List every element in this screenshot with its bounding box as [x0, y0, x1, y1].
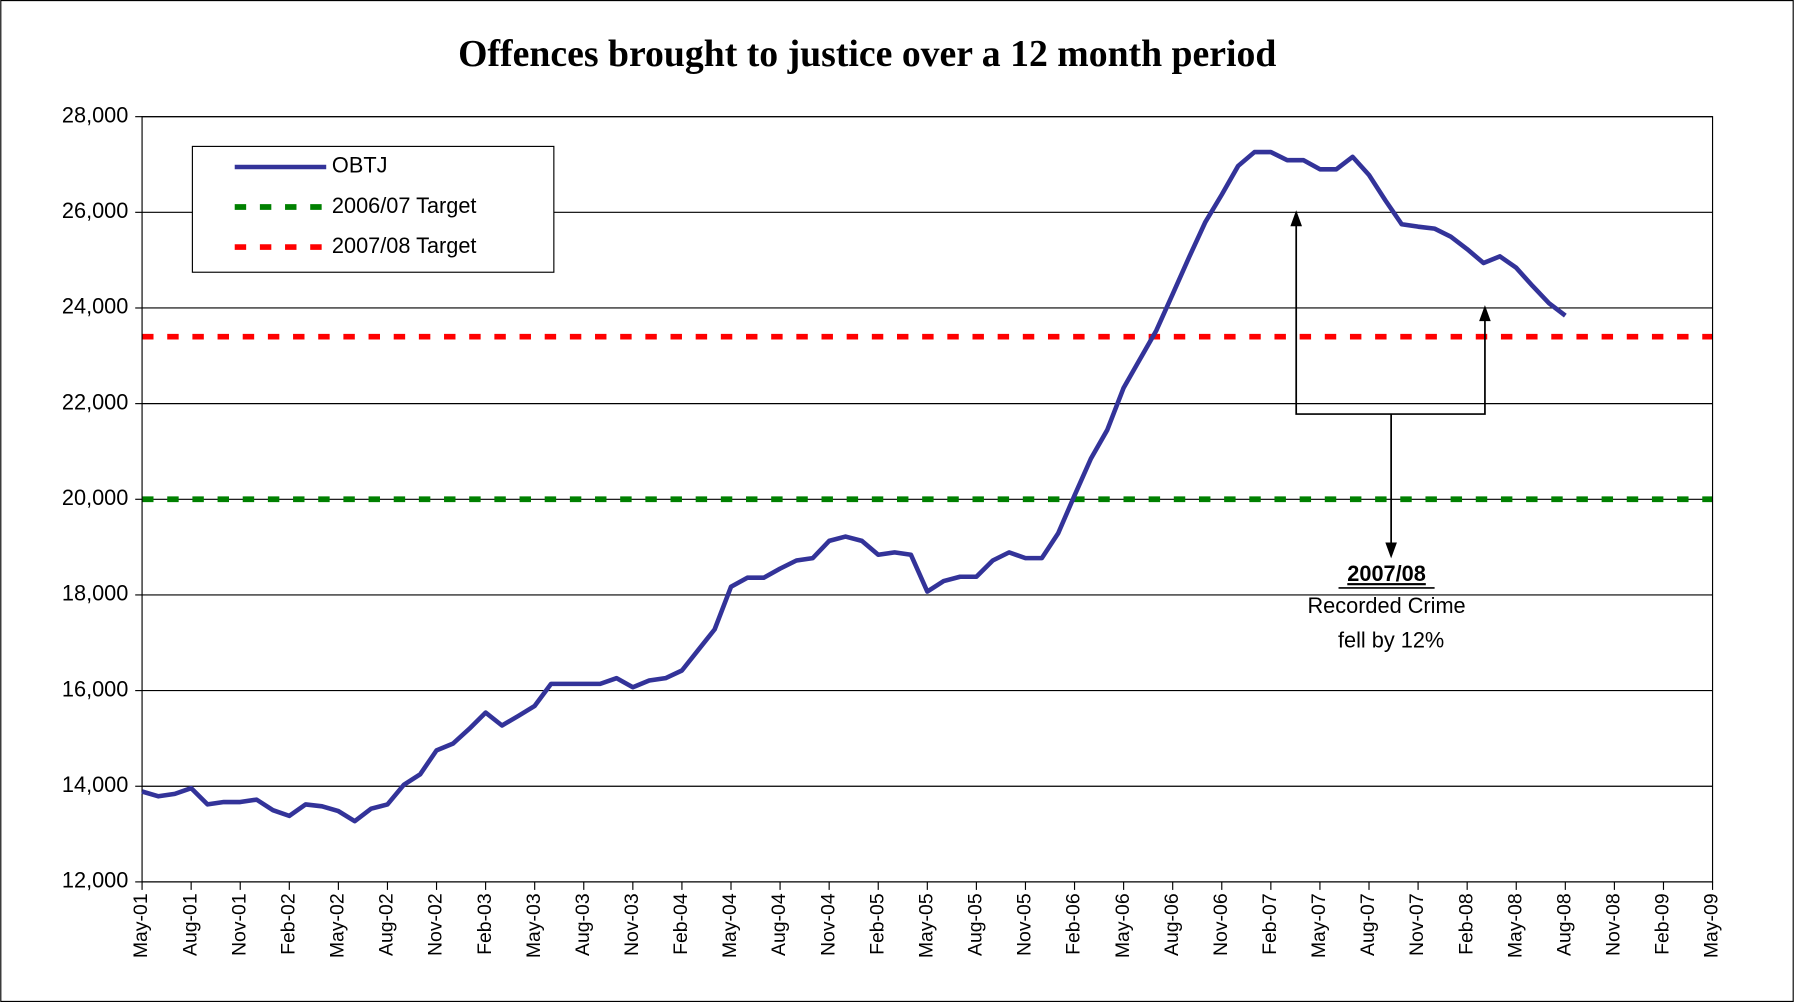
y-tick-label: 18,000 — [62, 581, 128, 606]
y-tick-label: 24,000 — [62, 294, 128, 319]
x-tick-label: Feb-04 — [670, 893, 692, 955]
x-tick-label: Aug-03 — [572, 893, 594, 956]
x-tick-label: Nov-04 — [817, 893, 839, 956]
x-tick-label: Aug-04 — [768, 893, 790, 956]
legend-label: 2007/08 Target — [332, 233, 477, 258]
x-tick-label: May-09 — [1701, 893, 1723, 958]
x-tick-label: Feb-03 — [474, 893, 496, 955]
plot-frame — [141, 116, 1714, 883]
x-tick-label: Feb-05 — [866, 893, 888, 955]
annotation-title: 2007/08 — [1347, 561, 1426, 586]
y-tick-label: 14,000 — [62, 772, 128, 797]
chart-title: Offences brought to justice over a 12 mo… — [458, 33, 1276, 75]
y-tick-label: 26,000 — [62, 198, 128, 223]
x-tick-label: Nov-02 — [425, 893, 447, 956]
legend-label: OBTJ — [332, 153, 388, 178]
x-tick-label: Aug-07 — [1357, 893, 1379, 956]
y-tick-label: 12,000 — [62, 868, 128, 893]
x-tick-label: May-08 — [1504, 893, 1526, 958]
x-tick-label: Feb-07 — [1259, 893, 1281, 955]
annotation-line: Recorded Crime — [1307, 593, 1465, 618]
x-tick-label: Nov-03 — [621, 893, 643, 956]
x-tick-label: May-04 — [719, 893, 741, 958]
x-tick-label: May-07 — [1308, 893, 1330, 958]
x-tick-label: Nov-08 — [1603, 893, 1625, 956]
reference-lines — [142, 333, 1713, 503]
marks — [141, 149, 1567, 824]
x-tick-label: Nov-06 — [1210, 893, 1232, 956]
y-tick-label: 20,000 — [62, 485, 128, 510]
y-tick-label: 16,000 — [62, 676, 128, 701]
x-tick-label: Nov-07 — [1406, 893, 1428, 956]
x-tick-label: May-06 — [1112, 893, 1134, 958]
annotation-arrows — [1290, 210, 1491, 559]
arrow-heads — [1290, 210, 1491, 559]
x-tick-label: Feb-06 — [1063, 893, 1085, 955]
annotation-line: fell by 12% — [1338, 627, 1444, 652]
x-tick-label: Feb-09 — [1652, 893, 1674, 955]
x-tick-label: Aug-01 — [179, 893, 201, 956]
x-tick-label: Aug-08 — [1553, 893, 1575, 956]
y-tick-label: 22,000 — [62, 389, 128, 414]
x-tick-label: Nov-01 — [228, 893, 250, 956]
legend-label: 2006/07 Target — [332, 193, 477, 218]
x-tick-label: May-05 — [915, 893, 937, 958]
legend: OBTJ 2006/07 Target 2007/08 Target — [191, 145, 555, 273]
x-tick-label: Aug-05 — [965, 893, 987, 956]
x-tick-label: Nov-05 — [1014, 893, 1036, 956]
x-tick-label: Feb-02 — [277, 893, 299, 955]
x-tick-label: May-02 — [327, 893, 349, 958]
x-tick-label: Aug-02 — [376, 893, 398, 956]
x-tick-label: May-03 — [523, 893, 545, 958]
y-tick-label: 28,000 — [62, 102, 128, 127]
x-tick-label: Aug-06 — [1161, 893, 1183, 956]
data-line — [141, 149, 1567, 824]
x-tick-label: May-01 — [130, 893, 152, 958]
x-tick-label: Feb-08 — [1455, 893, 1477, 955]
